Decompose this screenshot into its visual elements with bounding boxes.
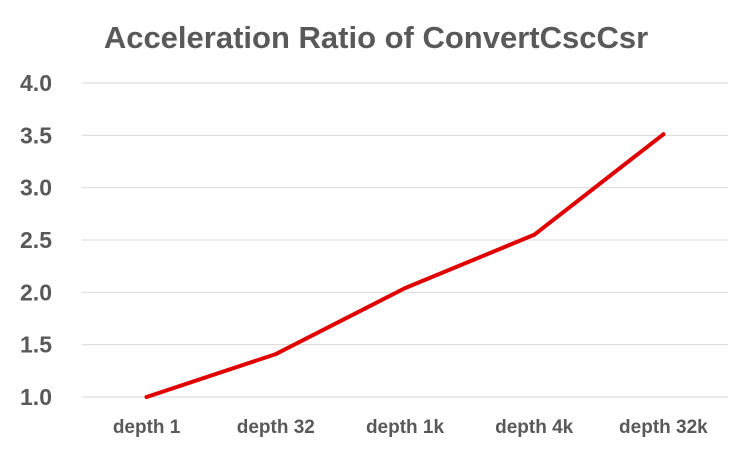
x-tick-label: depth 4k: [495, 417, 574, 438]
x-axis-ticks: depth 1 depth 32 depth 1k depth 4k depth 32k: [113, 417, 708, 438]
data-point: [403, 286, 407, 291]
data-point: [273, 352, 278, 357]
series-line: [144, 132, 666, 399]
chart-title: Acceleration Ratio of ConvertCscCsr: [104, 20, 648, 55]
x-tick-label: depth 32: [237, 417, 315, 438]
y-tick-label: 1.0: [20, 384, 52, 410]
y-tick-label: 3.0: [20, 175, 52, 201]
y-axis-ticks: 1.0 1.5 2.0 2.5 3.0 3.5 4.0: [20, 70, 52, 410]
y-tick-label: 4.0: [20, 70, 52, 96]
y-tick-label: 2.0: [20, 279, 52, 305]
grid-layer: [82, 82, 728, 398]
series-layer: [144, 132, 666, 399]
data-point: [144, 395, 149, 399]
x-tick-label: depth 1: [113, 417, 181, 438]
data-point: [532, 232, 537, 237]
x-tick-label: depth 32k: [619, 417, 708, 438]
y-tick-label: 1.5: [20, 332, 52, 358]
y-tick-label: 2.5: [20, 227, 52, 253]
x-tick-label: depth 1k: [366, 417, 445, 438]
y-tick-label: 3.5: [20, 122, 52, 148]
data-point: [661, 132, 666, 137]
